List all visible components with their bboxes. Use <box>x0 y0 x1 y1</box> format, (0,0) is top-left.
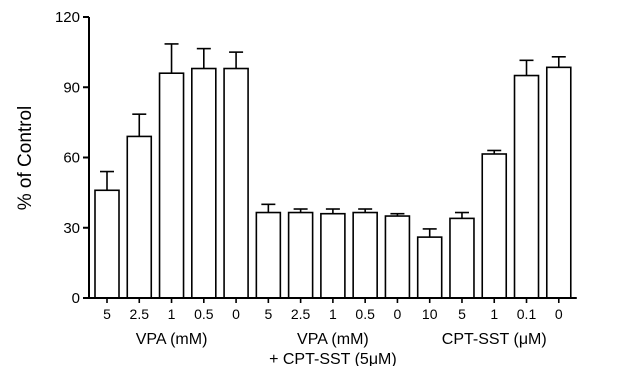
bar <box>255 211 282 299</box>
x-tick-label: 0.1 <box>517 306 537 322</box>
x-tick-label: 5 <box>458 306 466 322</box>
group-label: VPA (mM) <box>136 331 208 348</box>
y-axis: 0 30 60 90 120 <box>55 9 90 307</box>
bar <box>545 66 572 299</box>
x-tick-label: 0 <box>555 306 563 322</box>
group-label: VPA (mM) <box>297 331 369 348</box>
group-label: + CPT-SST (5μM) <box>269 351 397 366</box>
bar <box>287 211 314 299</box>
bar <box>158 72 185 299</box>
bar <box>481 153 508 299</box>
y-axis-label: % of Control <box>15 106 36 211</box>
x-tick-label: 2.5 <box>291 306 311 322</box>
bar <box>94 189 120 299</box>
y-tick-label: 90 <box>63 79 80 96</box>
bar <box>449 217 475 299</box>
x-tick-label: 0.5 <box>355 306 375 322</box>
x-tick-label: 0.5 <box>194 306 214 322</box>
x-axis: 5 2.5 1 0.5 0 5 2.5 1 0.5 0 10 5 1 0.1 0 VPA (mM) VPA (m… <box>88 297 577 366</box>
x-tick-label: 0 <box>232 306 240 322</box>
bar <box>352 211 378 299</box>
y-tick-label: 0 <box>72 290 80 307</box>
bar <box>513 74 540 299</box>
bar <box>191 67 217 299</box>
bar <box>416 236 443 299</box>
x-tick-label: 1 <box>490 306 498 322</box>
bar <box>320 212 346 299</box>
x-tick-label: 10 <box>422 306 438 322</box>
y-tick-label: 60 <box>63 150 80 167</box>
y-tick-label: 120 <box>55 9 80 26</box>
x-tick-label: 2.5 <box>130 306 150 322</box>
bars <box>94 43 572 299</box>
y-tick-label: 30 <box>63 220 80 237</box>
x-tick-label: 5 <box>103 306 111 322</box>
x-tick-label: 1 <box>329 306 337 322</box>
x-tick-label: 5 <box>264 306 272 322</box>
bar <box>384 215 411 299</box>
x-tick-label: 0 <box>394 306 402 322</box>
group-label: CPT-SST (μM) <box>442 331 547 348</box>
bar <box>223 67 249 299</box>
x-tick-label: 1 <box>168 306 176 322</box>
bar <box>126 135 153 299</box>
